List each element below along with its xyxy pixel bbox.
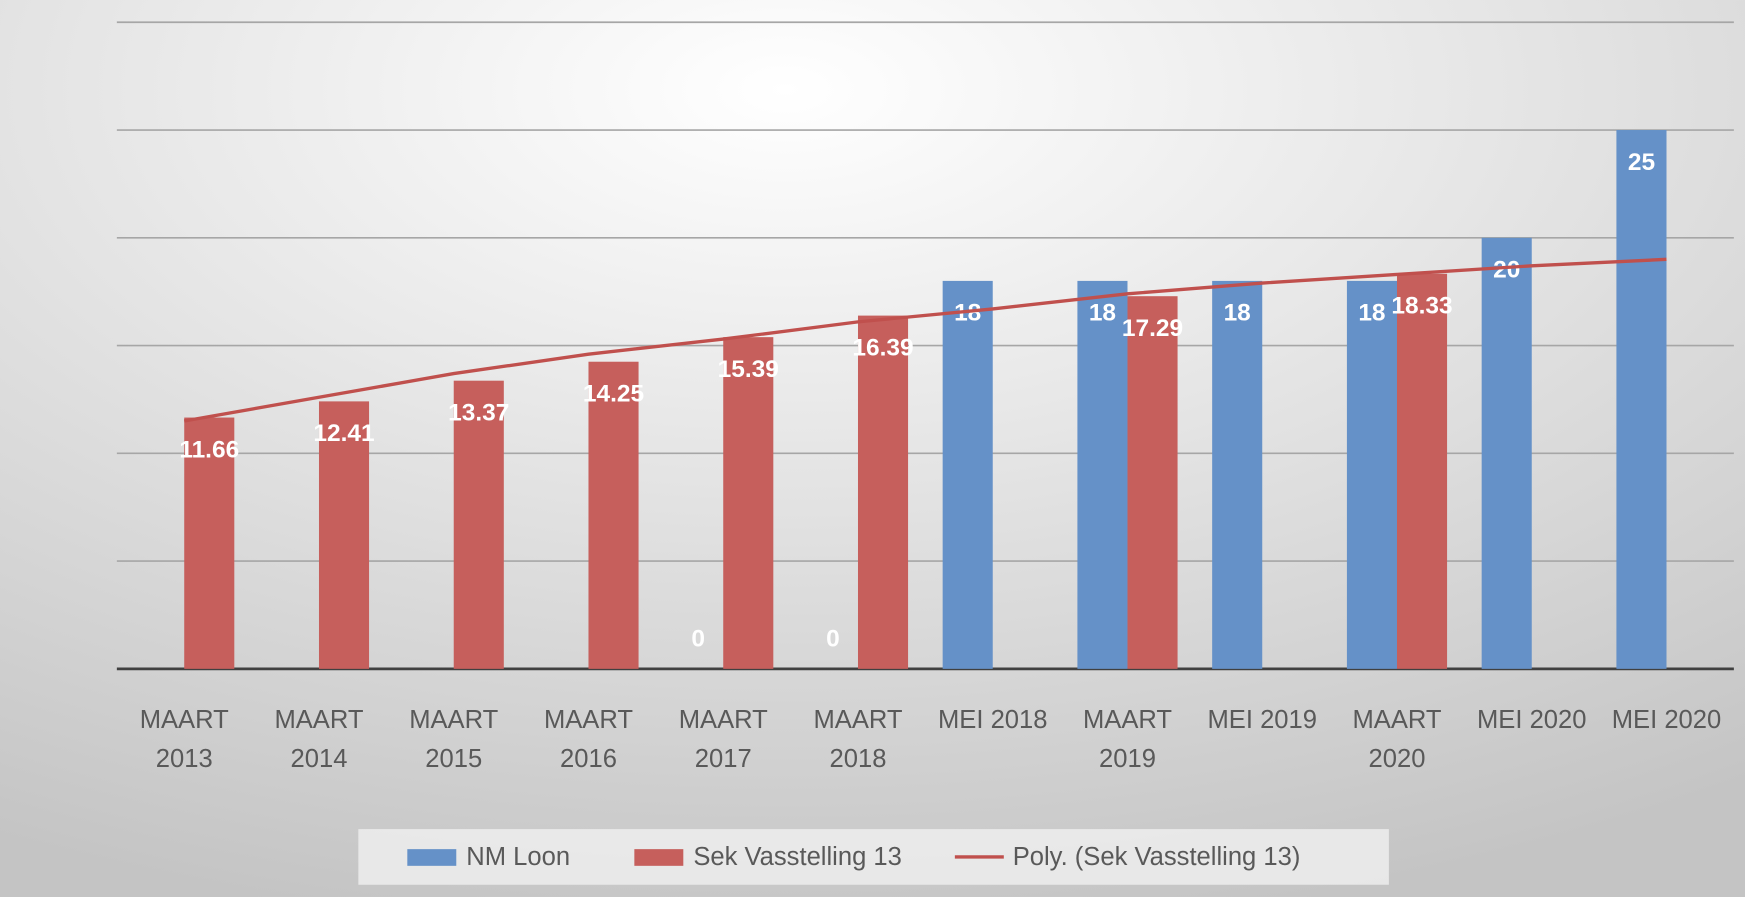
data-label: 17.29 [1122, 315, 1183, 342]
data-label: 14.25 [583, 381, 644, 408]
x-tick-label: MAART 2014 [274, 706, 363, 773]
x-tick-label: MAART 2018 [813, 706, 902, 773]
bar [588, 361, 639, 669]
x-tick-label: MEI 2020 [1612, 706, 1721, 734]
data-label: 18 [1224, 300, 1251, 327]
bar [1616, 130, 1667, 669]
x-tick-label: MAART 2015 [409, 706, 498, 773]
data-label: 18 [1089, 300, 1116, 327]
data-label: 11.66 [179, 436, 239, 463]
x-tick-label: MEI 2020 [1477, 706, 1586, 734]
x-tick-label: MAART 2017 [679, 706, 768, 773]
trend-line [183, 257, 1667, 423]
bar [723, 337, 774, 669]
bar [1481, 237, 1532, 669]
bar [1212, 280, 1263, 669]
bar [1127, 296, 1178, 669]
data-label: 20 [1493, 257, 1520, 284]
x-tick-label: MAART 2019 [1083, 706, 1172, 773]
bar [1346, 280, 1397, 669]
legend-label: NM Loon [466, 843, 570, 871]
legend-label: Poly. (Sek Vasstelling 13) [1013, 843, 1301, 871]
bar [453, 380, 504, 669]
data-label: 12.41 [313, 420, 374, 447]
data-label: 15.39 [718, 356, 779, 383]
legend-label: Sek Vasstelling 13 [693, 843, 902, 871]
data-label: 25 [1628, 149, 1655, 176]
data-label: 18 [1358, 300, 1385, 327]
legend-box [358, 829, 1389, 885]
legend-swatch [407, 849, 457, 866]
data-label: 0 [691, 625, 705, 652]
bar [318, 401, 370, 669]
bar [184, 417, 235, 669]
x-tick-label: MAART 2016 [544, 706, 633, 773]
x-tick-label: MEI 2019 [1207, 706, 1316, 734]
bar [857, 315, 909, 669]
data-label: 0 [826, 625, 840, 652]
bar [942, 280, 993, 669]
data-label: 16.39 [852, 334, 913, 361]
x-tick-label: MAART 2013 [140, 706, 229, 773]
legend-swatch [634, 849, 684, 866]
x-tick-label: MAART 2020 [1352, 706, 1441, 773]
data-label: 13.37 [448, 400, 509, 427]
data-label: 18.33 [1391, 293, 1452, 320]
x-tick-label: MEI 2018 [938, 706, 1047, 734]
bar [1077, 280, 1128, 669]
bar [1396, 273, 1448, 669]
